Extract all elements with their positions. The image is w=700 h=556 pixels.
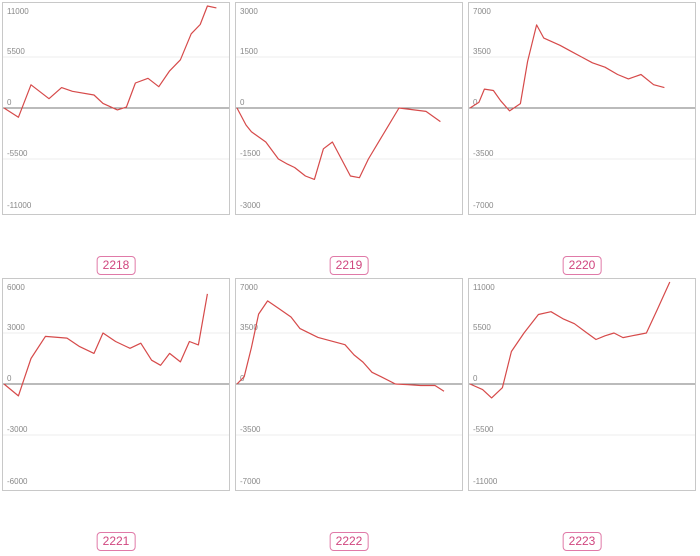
y-tick-label: -5500 — [473, 425, 494, 434]
y-tick-label: -7000 — [240, 477, 261, 486]
chart-panel-2220: 700035000-3500-700013:0016:0019:0022:002… — [468, 2, 696, 280]
y-tick-label: 11000 — [7, 7, 29, 16]
chart-panel-2223: 1100055000-5500-1100013:0016:0019:0022:0… — [468, 278, 696, 556]
chart-code-badge: 2223 — [562, 532, 602, 551]
chart-code-badge: 2221 — [96, 532, 136, 551]
y-tick-label: -6000 — [7, 477, 28, 486]
y-tick-label: -5500 — [7, 149, 28, 158]
chart-code-badge: 2218 — [96, 256, 136, 275]
chart-code-badge: 2222 — [329, 532, 369, 551]
y-tick-label: -1500 — [240, 149, 261, 158]
line-chart-2223: 1100055000-5500-1100013:0016:0019:0022:0… — [468, 278, 696, 491]
series-line — [236, 107, 441, 180]
y-tick-label: 7000 — [473, 7, 491, 16]
y-tick-label: 6000 — [7, 283, 25, 292]
y-tick-label: 3500 — [240, 323, 258, 332]
chart-panel-2219: 300015000-1500-300013:0016:0019:0022:002… — [235, 2, 463, 280]
y-tick-label: 3500 — [473, 47, 491, 56]
series-line — [236, 300, 445, 392]
chart-panel-2222: 700035000-3500-700013:0016:0019:0022:002… — [235, 278, 463, 556]
y-tick-label: 0 — [473, 98, 478, 107]
y-tick-label: 0 — [240, 98, 245, 107]
y-tick-label: -11000 — [7, 201, 32, 210]
y-tick-label: -11000 — [473, 477, 498, 486]
y-tick-label: 0 — [7, 98, 12, 107]
series-line — [3, 5, 217, 118]
y-tick-label: 1500 — [240, 47, 258, 56]
y-tick-label: -3500 — [240, 425, 261, 434]
chart-code-badge: 2220 — [562, 256, 602, 275]
y-tick-label: -3500 — [473, 149, 494, 158]
y-tick-label: 5500 — [7, 47, 25, 56]
series-line — [469, 281, 671, 399]
chart-code-badge: 2219 — [329, 256, 369, 275]
y-tick-label: -3000 — [7, 425, 28, 434]
y-tick-label: -3000 — [240, 201, 261, 210]
y-tick-label: 0 — [473, 374, 478, 383]
line-chart-2218: 1100055000-5500-1100013:0016:0019:0022:0… — [2, 2, 230, 215]
y-tick-label: -7000 — [473, 201, 494, 210]
chart-panel-2218: 1100055000-5500-1100013:0016:0019:0022:0… — [2, 2, 230, 280]
y-tick-label: 0 — [7, 374, 12, 383]
y-tick-label: 3000 — [7, 323, 25, 332]
y-tick-label: 5500 — [473, 323, 491, 332]
chart-panel-2221: 600030000-3000-600013:0016:0019:0022:002… — [2, 278, 230, 556]
series-line — [469, 24, 665, 112]
y-tick-label: 11000 — [473, 283, 495, 292]
y-tick-label: 7000 — [240, 283, 258, 292]
series-line — [3, 293, 208, 397]
y-tick-label: 3000 — [240, 7, 258, 16]
